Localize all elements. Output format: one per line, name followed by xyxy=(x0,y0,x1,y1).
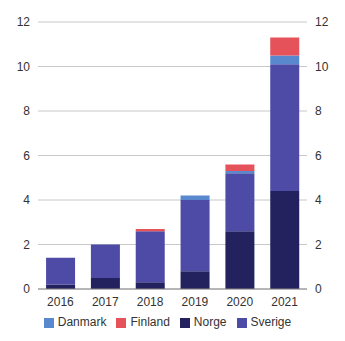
svg-text:2: 2 xyxy=(315,238,322,252)
svg-text:2020: 2020 xyxy=(226,295,253,309)
html-text:Danmark: Danmark xyxy=(57,315,107,329)
svg-text:4: 4 xyxy=(23,193,30,207)
svg-text:2016: 2016 xyxy=(47,295,74,309)
svg-text:10: 10 xyxy=(315,60,329,74)
svg-text:6: 6 xyxy=(315,149,322,163)
svg-text:0: 0 xyxy=(315,282,322,296)
svg-text:2021: 2021 xyxy=(271,295,298,309)
svg-text:0: 0 xyxy=(23,282,30,296)
svg-text:10: 10 xyxy=(17,60,31,74)
svg-text:2019: 2019 xyxy=(182,295,209,309)
svg-text:12: 12 xyxy=(315,15,329,29)
svg-text:4: 4 xyxy=(315,193,322,207)
html-text:Finland: Finland xyxy=(130,315,170,329)
svg-text:6: 6 xyxy=(23,149,30,163)
svg-text:8: 8 xyxy=(315,104,322,118)
html-text:Norge: Norge xyxy=(193,315,227,329)
svg-text:8: 8 xyxy=(23,104,30,118)
svg-text:2017: 2017 xyxy=(92,295,119,309)
svg-text:2018: 2018 xyxy=(137,295,164,309)
svg-text:2: 2 xyxy=(23,238,30,252)
html-text:Sverige: Sverige xyxy=(250,315,292,329)
svg-text:12: 12 xyxy=(17,15,31,29)
